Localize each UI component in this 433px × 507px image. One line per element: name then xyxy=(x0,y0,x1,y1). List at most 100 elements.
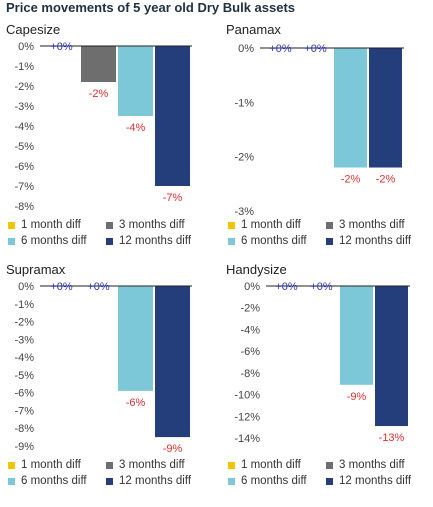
legend-swatch xyxy=(106,477,113,485)
y-tick-label: -1% xyxy=(14,299,34,311)
legend-item: 6 months diff xyxy=(228,475,307,487)
bar-6-months-diff xyxy=(340,286,373,385)
legend-swatch xyxy=(106,237,113,245)
y-tick-label: -4% xyxy=(14,121,34,133)
bar-12-months-diff xyxy=(369,48,402,168)
y-tick-label: -10% xyxy=(234,390,260,402)
data-label: -6% xyxy=(126,397,146,409)
chart-title: Handysize xyxy=(226,262,287,277)
data-label: +0% xyxy=(310,281,333,293)
chart-title: Supramax xyxy=(6,262,66,277)
legend-label: 6 months diff xyxy=(21,235,87,247)
legend-item: 6 months diff xyxy=(228,235,307,247)
legend-item: 3 months diff xyxy=(326,219,405,231)
legend-swatch xyxy=(228,477,235,485)
y-tick-label: -7% xyxy=(14,181,34,193)
y-tick-label: -4% xyxy=(14,352,34,364)
bar-6-months-diff xyxy=(334,48,367,168)
data-label: -2% xyxy=(89,88,109,100)
data-label: -9% xyxy=(347,391,367,403)
legend-label: 12 months diff xyxy=(119,235,192,247)
data-label: +0% xyxy=(304,43,327,55)
chart-supramax: Supramax 0% -1% -2% -3% -4% -5% -6% -7% -8% -9% +0… xyxy=(6,262,216,497)
legend-item: 3 months diff xyxy=(326,459,405,471)
y-tick-label: 0% xyxy=(244,281,260,293)
y-tick-label: -3% xyxy=(234,206,254,218)
y-tick-label: -8% xyxy=(240,368,260,380)
y-tick-label: -3% xyxy=(14,334,34,346)
legend-item: 1 month diff xyxy=(228,219,301,231)
legend-item: 1 month diff xyxy=(228,459,301,471)
legend-label: 3 months diff xyxy=(119,459,185,471)
y-tick-label: -6% xyxy=(240,346,260,358)
legend-label: 12 months diff xyxy=(119,475,192,487)
data-label: -9% xyxy=(163,443,183,455)
legend-label: 1 month diff xyxy=(21,219,81,231)
y-tick-label: 0% xyxy=(238,43,254,55)
legend-swatch xyxy=(8,477,15,485)
chart-svg: 0% -1% -2% -3% +0% +0% -2% -2% xyxy=(234,43,404,218)
bar-6-months-diff xyxy=(118,286,153,391)
y-tick-label: -7% xyxy=(14,405,34,417)
chart-legend: 1 month diff 3 months diff 6 months diff 12… xyxy=(228,459,433,491)
chart-svg: 0% -2% -4% -6% -8% -10% -12% -14% +0% +0% -9% -13% xyxy=(234,281,410,445)
y-tick-label: -2% xyxy=(14,317,34,329)
legend-swatch xyxy=(106,221,113,229)
y-tick-label: 0% xyxy=(18,41,34,53)
y-tick-label: -6% xyxy=(14,388,34,400)
y-tick-label: -8% xyxy=(14,201,34,213)
data-label: +0% xyxy=(50,41,73,53)
legend-item: 12 months diff xyxy=(326,475,411,487)
legend-item: 3 months diff xyxy=(106,459,185,471)
legend-swatch xyxy=(326,237,333,245)
chart-legend: 1 month diff 3 months diff 6 months diff 12… xyxy=(8,459,218,491)
y-tick-label: -5% xyxy=(14,370,34,382)
data-label: +0% xyxy=(275,281,298,293)
chart-svg: 0% -1% -2% -3% -4% -5% -6% -7% -8% -9% +0% +0% -6% -9… xyxy=(14,281,192,455)
data-label: -13% xyxy=(379,432,405,444)
bar-3-months-diff xyxy=(81,46,116,82)
legend-swatch xyxy=(106,461,113,469)
data-label: -2% xyxy=(376,174,396,186)
chart-title: Panamax xyxy=(226,22,281,37)
data-label: +0% xyxy=(269,43,292,55)
data-label: +0% xyxy=(87,281,110,293)
y-tick-label: -4% xyxy=(240,324,260,336)
legend-swatch xyxy=(8,237,15,245)
legend-item: 1 month diff xyxy=(8,219,81,231)
legend-item: 12 months diff xyxy=(326,235,411,247)
chart-legend: 1 month diff 3 months diff 6 months diff 12… xyxy=(8,219,218,251)
legend-swatch xyxy=(8,461,15,469)
y-tick-label: -5% xyxy=(14,141,34,153)
legend-swatch xyxy=(326,461,333,469)
chart-legend: 1 month diff 3 months diff 6 months diff 12… xyxy=(228,219,433,251)
legend-swatch xyxy=(228,461,235,469)
legend-item: 3 months diff xyxy=(106,219,185,231)
y-tick-label: -1% xyxy=(234,97,254,109)
legend-label: 12 months diff xyxy=(339,235,412,247)
data-label: -2% xyxy=(341,174,361,186)
data-label: +0% xyxy=(50,281,73,293)
legend-label: 1 month diff xyxy=(21,459,81,471)
legend-label: 1 month diff xyxy=(241,459,301,471)
y-tick-label: -6% xyxy=(14,161,34,173)
y-tick-label: -1% xyxy=(14,61,34,73)
legend-item: 1 month diff xyxy=(8,459,81,471)
y-tick-label: -2% xyxy=(234,152,254,164)
legend-label: 6 months diff xyxy=(21,475,87,487)
y-tick-label: -9% xyxy=(14,441,34,453)
bar-12-months-diff xyxy=(155,46,190,186)
data-label: -4% xyxy=(126,122,146,134)
bar-12-months-diff xyxy=(155,286,190,438)
data-label: -7% xyxy=(163,192,183,204)
legend-swatch xyxy=(326,477,333,485)
legend-item: 6 months diff xyxy=(8,475,87,487)
chart-svg: 0% -1% -2% -3% -4% -5% -6% -7% -8% +0% -2% -4% -7% xyxy=(14,41,192,213)
chart-capesize: Capesize 0% -1% -2% -3% -4% -5% -6% -7% -8% +0% -2… xyxy=(6,22,216,250)
y-tick-label: -8% xyxy=(14,423,34,435)
legend-label: 1 month diff xyxy=(241,219,301,231)
y-tick-label: -12% xyxy=(234,411,260,423)
legend-item: 12 months diff xyxy=(106,235,191,247)
legend-label: 6 months diff xyxy=(241,235,307,247)
legend-label: 3 months diff xyxy=(119,219,185,231)
